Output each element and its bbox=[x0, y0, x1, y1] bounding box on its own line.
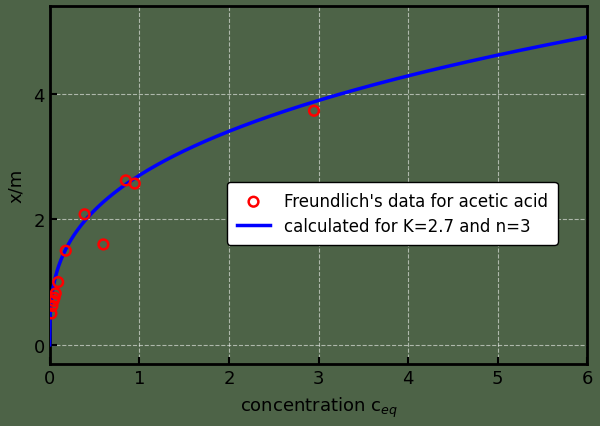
calculated for K=2.7 and n=3 bbox=[101, 199, 108, 204]
Legend: Freundlich's data for acetic acid, calculated for K=2.7 and n=3: Freundlich's data for acetic acid, calcu… bbox=[227, 183, 557, 245]
calculated for K=2.7 and n=3 bbox=[46, 343, 53, 348]
Y-axis label: x/m: x/m bbox=[7, 168, 25, 202]
Freundlich's data for acetic acid bbox=[51, 290, 61, 297]
Freundlich's data for acetic acid bbox=[61, 248, 71, 254]
Freundlich's data for acetic acid bbox=[47, 303, 57, 310]
calculated for K=2.7 and n=3 bbox=[475, 58, 482, 63]
calculated for K=2.7 and n=3 bbox=[466, 60, 473, 65]
Freundlich's data for acetic acid bbox=[50, 295, 59, 302]
calculated for K=2.7 and n=3 bbox=[263, 115, 271, 121]
calculated for K=2.7 and n=3 bbox=[584, 35, 591, 40]
X-axis label: concentration c$_{eq}$: concentration c$_{eq}$ bbox=[239, 395, 397, 419]
Freundlich's data for acetic acid bbox=[47, 310, 56, 317]
Line: calculated for K=2.7 and n=3: calculated for K=2.7 and n=3 bbox=[50, 38, 587, 345]
Freundlich's data for acetic acid bbox=[53, 279, 63, 286]
Freundlich's data for acetic acid bbox=[80, 211, 89, 218]
Freundlich's data for acetic acid bbox=[309, 108, 319, 115]
calculated for K=2.7 and n=3 bbox=[415, 72, 422, 77]
Freundlich's data for acetic acid bbox=[121, 178, 131, 184]
Freundlich's data for acetic acid bbox=[98, 242, 108, 248]
calculated for K=2.7 and n=3 bbox=[283, 109, 290, 114]
Freundlich's data for acetic acid bbox=[130, 181, 140, 187]
Freundlich's data for acetic acid bbox=[49, 298, 58, 305]
